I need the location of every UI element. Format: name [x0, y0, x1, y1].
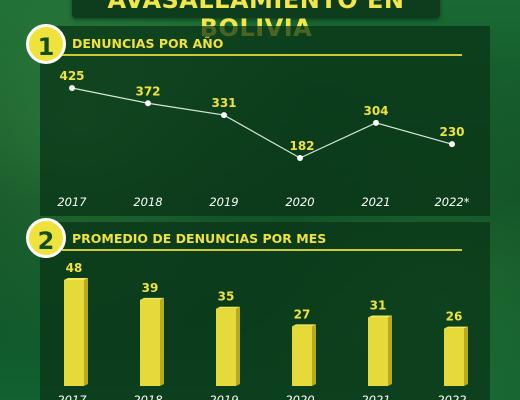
- line-series: [71, 87, 453, 159]
- data-label: 48: [66, 261, 83, 275]
- bar-top: [444, 326, 468, 329]
- data-label: 182: [289, 139, 314, 153]
- x-tick-label: 2022: [437, 393, 466, 400]
- x-tick-label: 2020: [285, 195, 314, 209]
- bar-chart-panel: [40, 222, 490, 400]
- data-label: 27: [294, 307, 311, 321]
- x-tick-label: 2019: [209, 195, 238, 209]
- bar: [140, 299, 160, 386]
- bar: [216, 308, 236, 386]
- x-tick-label: 2021: [361, 195, 390, 209]
- data-label: 304: [363, 104, 388, 118]
- line-chart-panel: [40, 26, 490, 216]
- section-divider-1: [62, 54, 462, 56]
- bar-side: [84, 278, 88, 386]
- line-point: [221, 112, 227, 119]
- x-tick-label: 2021: [361, 393, 390, 400]
- bar-top: [368, 315, 392, 318]
- bar-top: [140, 297, 164, 300]
- bar: [368, 317, 388, 386]
- section-title-1: DENUNCIAS POR AÑO: [72, 36, 224, 51]
- line-point: [69, 85, 75, 91]
- bar-side: [388, 315, 392, 386]
- data-label: 39: [142, 281, 159, 295]
- bar-top: [292, 324, 316, 327]
- line-point: [297, 155, 303, 161]
- bar: [444, 328, 464, 386]
- bar: [64, 280, 84, 386]
- x-tick-label: 2017: [57, 195, 87, 209]
- bar-side: [464, 326, 468, 386]
- x-tick-label: 2018: [133, 195, 162, 209]
- data-label: 425: [59, 69, 84, 83]
- x-tick-label: 2017: [57, 393, 87, 400]
- bar-top: [64, 278, 88, 280]
- section-divider-2: [62, 249, 462, 251]
- line-point: [449, 141, 455, 148]
- data-label: 31: [370, 299, 387, 313]
- bar-side: [160, 297, 164, 386]
- bar-side: [236, 306, 240, 386]
- bar-top: [216, 306, 240, 309]
- title-banner: AVASALLAMIENTO EN BOLIVIA: [72, 0, 440, 42]
- line-point: [145, 100, 151, 107]
- data-label: 230: [439, 125, 464, 139]
- bar-side: [312, 324, 316, 386]
- bar: [292, 326, 312, 386]
- x-tick-label: 2022*: [434, 195, 469, 209]
- data-label: 331: [211, 96, 236, 110]
- section-number-badge-1: 1: [26, 24, 66, 64]
- data-label: 26: [446, 310, 463, 324]
- section-number-badge-2: 2: [26, 218, 66, 258]
- x-tick-label: 2019: [209, 393, 238, 400]
- x-tick-label: 2020: [285, 393, 314, 400]
- data-label: 35: [218, 290, 235, 304]
- x-tick-label: 2018: [133, 393, 162, 400]
- data-label: 372: [135, 84, 160, 98]
- line-point: [373, 119, 379, 126]
- section-title-2: PROMEDIO DE DENUNCIAS POR MES: [72, 231, 327, 246]
